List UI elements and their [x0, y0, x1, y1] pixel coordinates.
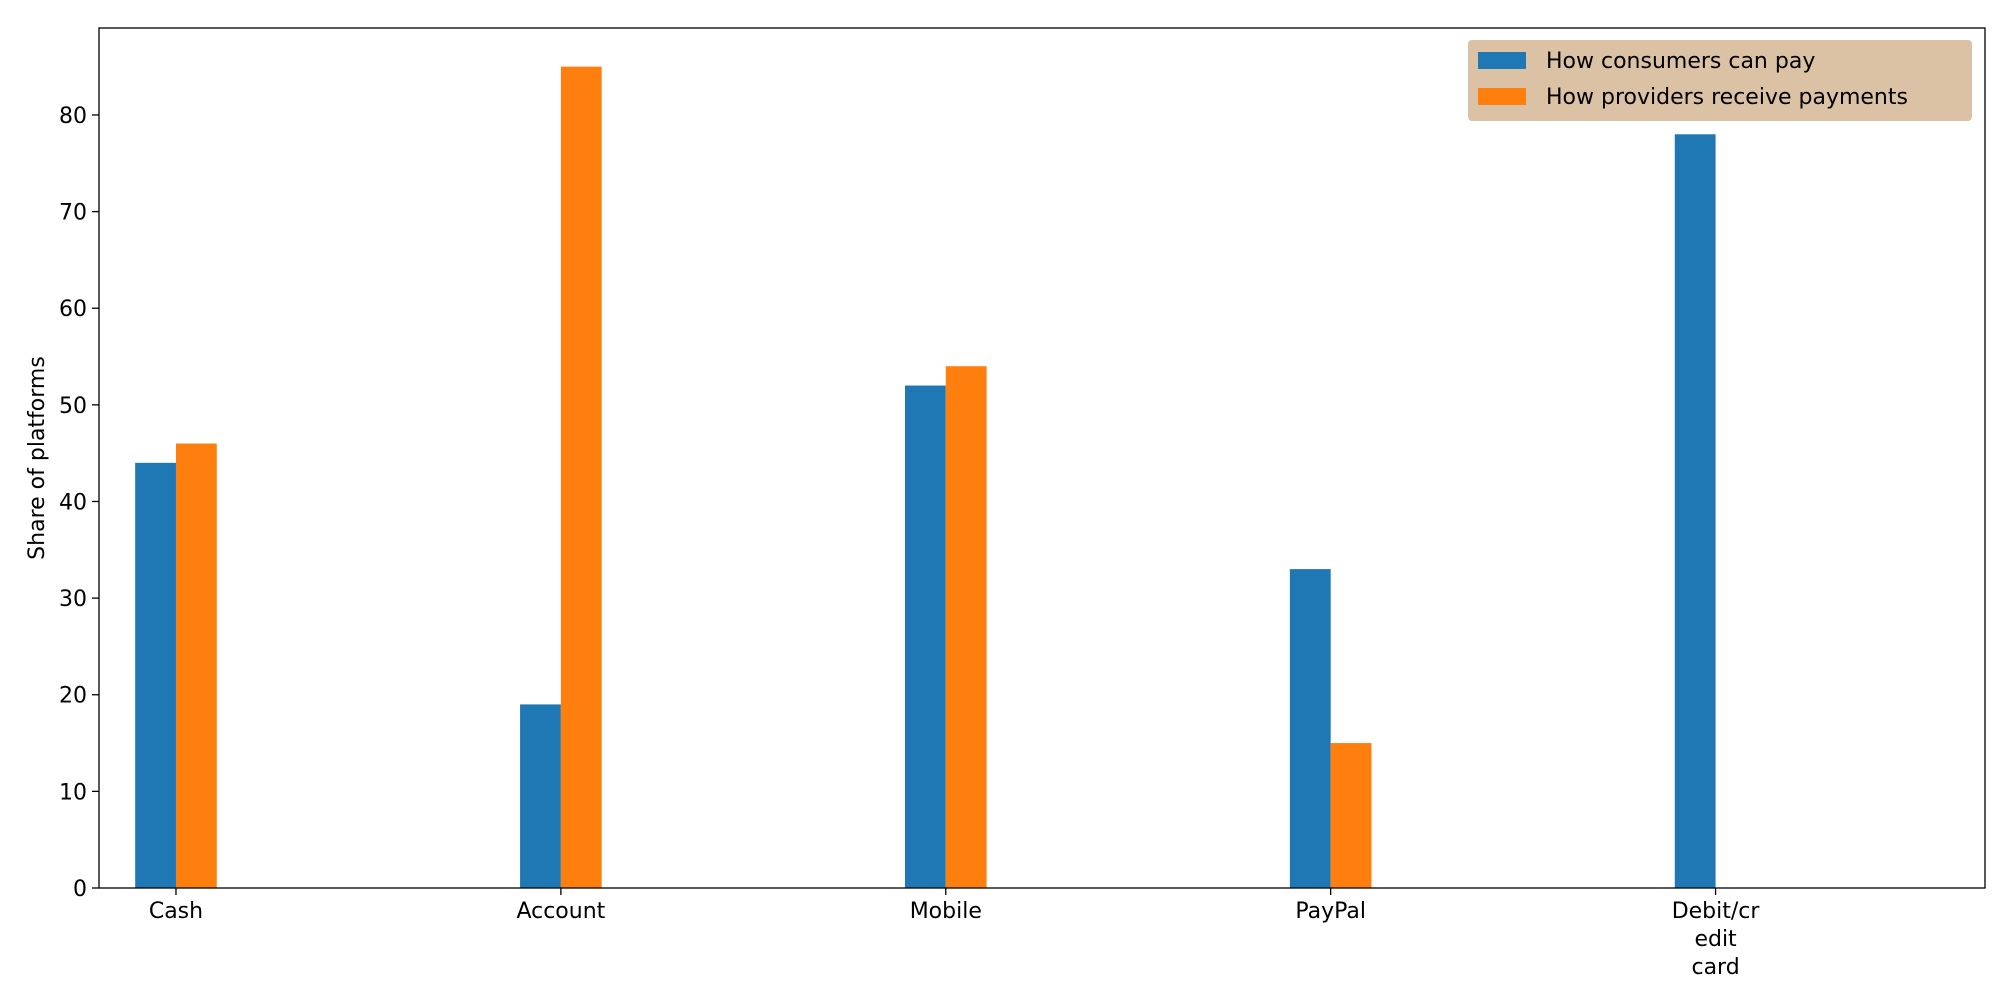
- plot-area-frame: [98, 27, 1986, 889]
- legend-swatch: [1478, 52, 1526, 69]
- y-tick-label: 50: [59, 394, 87, 419]
- legend: How consumers can pay How providers recei…: [1468, 40, 1972, 121]
- bar-consumers-0: [135, 462, 176, 888]
- y-tick-label: 80: [59, 104, 87, 129]
- x-tick-label: Cash: [149, 899, 203, 924]
- y-tick-label: 0: [73, 877, 87, 902]
- y-tick-label: 30: [59, 587, 87, 612]
- bar-providers-3: [1330, 743, 1372, 888]
- x-tick-label: Debit/cr edit card: [1672, 899, 1761, 980]
- legend-label: How providers receive payments: [1546, 85, 1908, 110]
- bar-providers-2: [945, 366, 987, 888]
- bar-providers-1: [560, 66, 602, 889]
- x-tick-label: Mobile: [910, 899, 982, 924]
- legend-label: How consumers can pay: [1546, 49, 1815, 74]
- y-axis: 0 10 20 30 40 50 60 70 80: [59, 104, 99, 902]
- bar-consumers-4: [1674, 134, 1716, 889]
- bars-group: [135, 66, 1716, 889]
- x-tick-label: Account: [516, 899, 605, 924]
- y-tick-label: 10: [59, 780, 87, 805]
- y-tick-label: 40: [59, 490, 87, 515]
- legend-box: [1468, 40, 1972, 121]
- x-tick-label: PayPal: [1295, 899, 1366, 924]
- y-tick-label: 70: [59, 201, 87, 226]
- y-tick-label: 20: [59, 684, 87, 709]
- bar-providers-0: [175, 443, 217, 888]
- legend-swatch: [1478, 88, 1526, 105]
- y-axis-label: Share of platforms: [25, 356, 50, 560]
- bar-consumers-2: [904, 385, 946, 888]
- y-tick-label: 60: [59, 297, 87, 322]
- x-axis: Cash Account Mobile PayPal Debit/cr edit card: [149, 888, 1761, 980]
- bar-consumers-1: [520, 704, 561, 888]
- bar-consumers-3: [1289, 569, 1331, 888]
